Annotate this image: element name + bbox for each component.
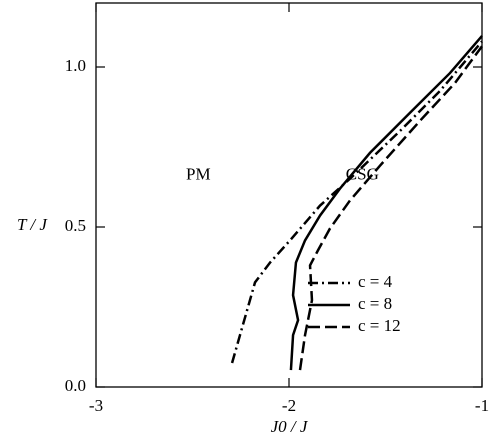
- line: [298, 45, 484, 371]
- annotation: CSG: [346, 165, 379, 184]
- y-tick-label: 1.0: [65, 56, 86, 75]
- x-axis-label: J0 / J: [271, 417, 309, 436]
- y-tick-label: 0.5: [65, 216, 86, 235]
- plot-frame: [95, 2, 483, 388]
- y-tick-label: 0.0: [65, 376, 86, 395]
- annotation: PM: [186, 165, 211, 184]
- y-axis-label: T / J: [17, 215, 48, 234]
- x-tick-label: -3: [89, 396, 103, 415]
- legend-label: c = 12: [358, 316, 401, 335]
- line: [230, 40, 483, 364]
- x-tick-label: -2: [282, 396, 296, 415]
- x-tick-label: -1: [475, 396, 489, 415]
- line: [289, 35, 483, 371]
- legend-label: c = 8: [358, 294, 392, 313]
- legend-label: c = 4: [358, 272, 393, 291]
